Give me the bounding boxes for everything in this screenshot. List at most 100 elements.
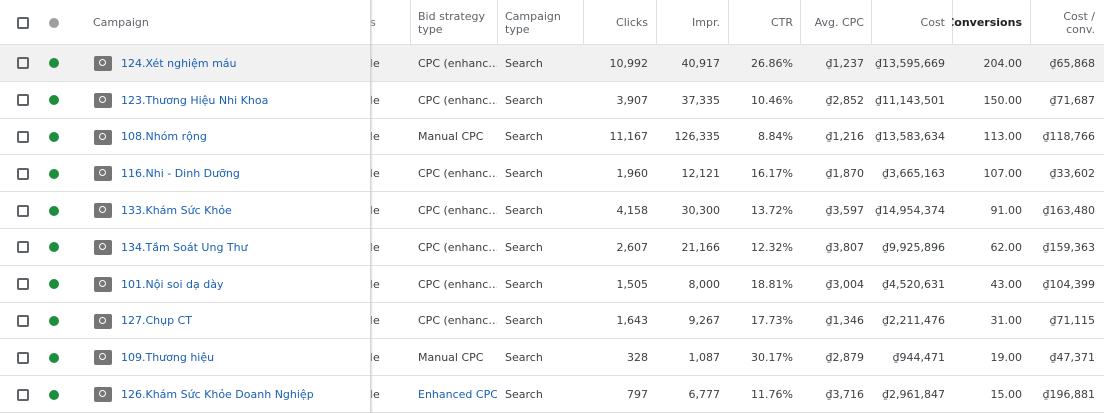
bid-strategy: CPC (enhanc… — [418, 277, 497, 291]
impressions: 8,000 — [688, 277, 721, 291]
clicks: 1,643 — [616, 314, 649, 328]
bid-strategy: CPC (enhanc… — [418, 314, 497, 328]
conversions: 150.00 — [983, 93, 1023, 107]
row-checkbox[interactable] — [17, 388, 29, 401]
status-dot — [49, 168, 59, 179]
status: le — [370, 388, 380, 402]
cost-per-conversion: ₫196,881 — [1042, 388, 1096, 402]
campaign[interactable]: 133.Khám Sức Khỏe — [121, 204, 232, 218]
bid-strategy: Manual CPC — [418, 130, 484, 144]
cost: ₫2,211,476 — [882, 314, 945, 328]
status-dot — [49, 205, 59, 216]
column-divider — [497, 0, 498, 45]
column-header[interactable]: Campaign — [93, 16, 149, 29]
column-header[interactable]: Clicks — [616, 16, 648, 29]
cost: ₫11,143,501 — [875, 93, 945, 107]
clicks: 1,960 — [616, 167, 649, 181]
avg-cpc: ₫3,716 — [825, 388, 865, 402]
impressions: 12,121 — [681, 167, 721, 181]
campaign-type: Search — [505, 240, 543, 254]
column-header[interactable]: Impr. — [692, 16, 720, 29]
column-header[interactable]: s — [370, 0, 410, 45]
column-header[interactable]: Bid strategy type — [418, 9, 485, 36]
impressions: 9,267 — [688, 314, 721, 328]
row-checkbox[interactable] — [17, 57, 29, 70]
campaign[interactable]: 123.Thương Hiệu Nhi Khoa — [121, 93, 269, 107]
impressions: 126,335 — [674, 130, 721, 144]
campaign-type: Search — [505, 277, 543, 291]
column-divider — [871, 0, 872, 45]
avg-cpc: ₫1,237 — [825, 56, 865, 70]
table-row — [0, 45, 1104, 82]
table-row — [0, 339, 1104, 377]
column-divider — [583, 0, 584, 45]
column-header[interactable]: Campaign type — [505, 9, 561, 36]
bid-strategy[interactable]: Enhanced CPC — [418, 388, 497, 402]
table-row — [0, 118, 1104, 156]
column-header[interactable]: Cost / conv. — [1063, 9, 1095, 36]
ctr: 10.46% — [751, 93, 793, 107]
status-dot — [49, 389, 59, 400]
search-campaign-icon — [94, 313, 112, 329]
campaign[interactable]: 134.Tầm Soát Ung Thư — [121, 240, 248, 254]
status: le — [370, 56, 380, 70]
campaign-type: Search — [505, 351, 543, 365]
campaign[interactable]: 124.Xét nghiệm máu — [121, 56, 237, 70]
campaign[interactable]: 108.Nhóm rộng — [121, 130, 207, 144]
campaign-type: Search — [505, 388, 543, 402]
campaign-type: Search — [505, 56, 543, 70]
cost-per-conversion: ₫104,399 — [1042, 277, 1096, 291]
clicks: 11,167 — [609, 130, 649, 144]
conversions: 19.00 — [990, 351, 1023, 365]
column-divider — [1030, 0, 1031, 45]
status-dot — [49, 316, 59, 326]
header-row — [0, 0, 1104, 45]
row-checkbox[interactable] — [17, 204, 29, 217]
ctr: 17.73% — [751, 314, 793, 328]
cost-per-conversion: ₫163,480 — [1042, 204, 1096, 218]
ctr: 11.76% — [751, 388, 793, 402]
avg-cpc: ₫1,216 — [825, 130, 865, 144]
row-checkbox[interactable] — [17, 315, 29, 327]
ctr: 13.72% — [751, 204, 793, 218]
row-checkbox[interactable] — [17, 241, 29, 254]
campaign-type: Search — [505, 130, 543, 144]
cost: ₫3,665,163 — [882, 167, 945, 181]
column-header[interactable]: Cost — [920, 16, 945, 29]
cost-per-conversion: ₫71,115 — [1049, 314, 1096, 328]
campaign[interactable]: 126.Khám Sức Khỏe Doanh Nghiệp — [121, 388, 314, 402]
select-all-checkbox[interactable] — [17, 17, 29, 29]
avg-cpc: ₫3,004 — [825, 277, 865, 291]
ctr: 26.86% — [751, 56, 793, 70]
status: le — [370, 277, 380, 291]
row-checkbox[interactable] — [17, 131, 29, 143]
status-dot — [49, 58, 59, 69]
row-checkbox[interactable] — [17, 278, 29, 291]
column-header[interactable]: Conversions — [952, 16, 1022, 29]
campaign[interactable]: 109.Thương hiệu — [121, 351, 215, 365]
campaign[interactable]: 101.Nội soi dạ dày — [121, 277, 224, 291]
campaign[interactable]: 127.Chụp CT — [121, 314, 192, 328]
row-checkbox[interactable] — [17, 351, 29, 364]
cost: ₫14,954,374 — [875, 204, 945, 218]
conversions: 43.00 — [990, 277, 1023, 291]
table-row — [0, 376, 1104, 413]
conversions: 62.00 — [990, 240, 1023, 254]
column-header[interactable]: CTR — [770, 16, 793, 29]
table-row — [0, 192, 1104, 229]
search-campaign-icon — [94, 239, 112, 255]
campaign-type: Search — [505, 93, 543, 107]
cost-per-conversion: ₫118,766 — [1042, 130, 1096, 144]
bid-strategy: CPC (enhanc… — [418, 56, 497, 70]
column-header[interactable]: Avg. CPC — [814, 16, 864, 29]
table-row — [0, 81, 1104, 119]
status: le — [370, 204, 380, 218]
campaign[interactable]: 116.Nhi - Dinh Dưỡng — [121, 167, 240, 181]
avg-cpc: ₫2,852 — [825, 93, 865, 107]
impressions: 6,777 — [688, 388, 721, 402]
cost: ₫944,471 — [892, 351, 946, 365]
row-checkbox[interactable] — [17, 167, 29, 180]
row-checkbox[interactable] — [17, 94, 29, 107]
search-campaign-icon — [94, 92, 112, 108]
search-campaign-icon — [94, 276, 112, 292]
